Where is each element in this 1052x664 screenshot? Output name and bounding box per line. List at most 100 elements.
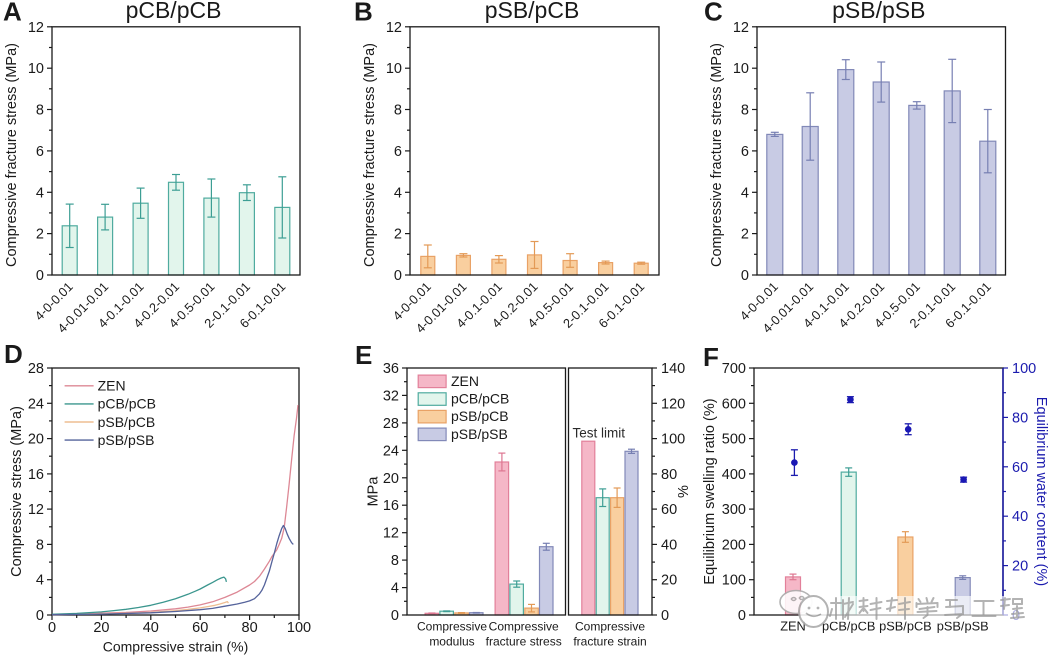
svg-text:16: 16 <box>28 467 44 483</box>
svg-text:32: 32 <box>383 388 399 404</box>
svg-text:16: 16 <box>383 498 399 514</box>
svg-text:ZEN: ZEN <box>451 373 479 389</box>
svg-text:12: 12 <box>28 502 44 518</box>
svg-text:100: 100 <box>287 620 311 636</box>
svg-text:pCB/pCB: pCB/pCB <box>451 391 509 407</box>
svg-text:80: 80 <box>661 467 677 483</box>
svg-text:10: 10 <box>386 61 402 77</box>
svg-text:%: % <box>676 485 692 498</box>
svg-text:Compressive fracture stress (M: Compressive fracture stress (MPa) <box>709 43 725 267</box>
svg-text:8: 8 <box>36 537 44 553</box>
svg-text:500: 500 <box>722 432 746 448</box>
svg-text:Compressive strain (%): Compressive strain (%) <box>103 639 248 655</box>
svg-text:4: 4 <box>741 185 749 201</box>
svg-text:40: 40 <box>143 620 159 636</box>
svg-text:0: 0 <box>36 268 44 284</box>
svg-text:Compressive: Compressive <box>417 620 487 634</box>
svg-text:2: 2 <box>394 227 402 243</box>
svg-text:pSB/pSB: pSB/pSB <box>832 0 925 23</box>
svg-text:6: 6 <box>741 144 749 160</box>
svg-text:2: 2 <box>36 227 44 243</box>
svg-text:Equilibrium water content (%): Equilibrium water content (%) <box>1033 397 1049 586</box>
svg-text:0: 0 <box>394 268 402 284</box>
svg-text:24: 24 <box>28 396 44 412</box>
svg-text:40: 40 <box>661 537 677 553</box>
svg-text:20: 20 <box>661 573 677 589</box>
svg-text:80: 80 <box>1012 410 1028 426</box>
svg-text:20: 20 <box>93 620 109 636</box>
svg-text:140: 140 <box>661 361 685 377</box>
svg-text:MPa: MPa <box>366 476 382 507</box>
svg-text:E: E <box>355 340 372 370</box>
svg-text:0: 0 <box>48 620 56 636</box>
svg-text:300: 300 <box>722 502 746 518</box>
svg-text:6: 6 <box>36 144 44 160</box>
svg-text:4: 4 <box>394 185 402 201</box>
svg-text:C: C <box>704 0 723 27</box>
svg-text:700: 700 <box>722 361 746 377</box>
svg-text:Compressive fracture stress (M: Compressive fracture stress (MPa) <box>362 43 378 267</box>
svg-text:12: 12 <box>383 526 399 542</box>
svg-text:fracture strain: fracture strain <box>573 635 646 649</box>
svg-text:pCB/pCB: pCB/pCB <box>126 0 222 23</box>
svg-text:B: B <box>354 0 373 27</box>
svg-text:4: 4 <box>36 573 44 589</box>
svg-text:Test limit: Test limit <box>573 426 626 441</box>
svg-text:10: 10 <box>733 61 749 77</box>
svg-text:Compressive: Compressive <box>575 620 645 634</box>
svg-text:modulus: modulus <box>429 635 474 649</box>
svg-text:pSB/pCB: pSB/pCB <box>98 414 156 430</box>
svg-text:20: 20 <box>383 471 399 487</box>
svg-text:pSB/pCB: pSB/pCB <box>451 408 509 424</box>
svg-text:36: 36 <box>383 361 399 377</box>
svg-text:80: 80 <box>242 620 258 636</box>
svg-text:100: 100 <box>722 573 746 589</box>
svg-text:4: 4 <box>36 185 44 201</box>
svg-text:4: 4 <box>391 581 399 597</box>
svg-text:28: 28 <box>28 361 44 377</box>
svg-text:8: 8 <box>741 103 749 119</box>
svg-text:8: 8 <box>394 103 402 119</box>
svg-text:10: 10 <box>28 61 44 77</box>
svg-text:100: 100 <box>661 432 685 448</box>
svg-text:pSB/pSB: pSB/pSB <box>98 432 155 448</box>
svg-text:20: 20 <box>1012 559 1028 575</box>
svg-text:12: 12 <box>733 20 749 36</box>
svg-text:0: 0 <box>741 268 749 284</box>
svg-text:120: 120 <box>661 396 685 412</box>
svg-text:Compressive fracture stress (M: Compressive fracture stress (MPa) <box>4 43 20 267</box>
svg-text:ZEN: ZEN <box>98 378 126 394</box>
svg-text:pSB/pSB: pSB/pSB <box>937 619 989 634</box>
svg-text:600: 600 <box>722 396 746 412</box>
svg-text:60: 60 <box>1012 460 1028 476</box>
svg-text:12: 12 <box>28 20 44 36</box>
svg-text:fracture stress: fracture stress <box>486 635 562 649</box>
svg-text:A: A <box>3 0 22 27</box>
svg-text:12: 12 <box>386 20 402 36</box>
svg-text:400: 400 <box>722 467 746 483</box>
svg-text:D: D <box>4 339 23 369</box>
svg-text:2: 2 <box>741 227 749 243</box>
svg-text:28: 28 <box>383 416 399 432</box>
svg-text:60: 60 <box>192 620 208 636</box>
svg-text:pSB/pCB: pSB/pCB <box>485 0 580 23</box>
svg-text:24: 24 <box>383 443 399 459</box>
svg-text:0: 0 <box>391 608 399 624</box>
svg-text:0: 0 <box>36 608 44 624</box>
svg-text:6: 6 <box>394 144 402 160</box>
svg-text:Compressive stress (MPa): Compressive stress (MPa) <box>9 406 25 577</box>
svg-text:0: 0 <box>661 608 669 624</box>
svg-text:pSB/pSB: pSB/pSB <box>451 426 508 442</box>
svg-text:pSB/pCB: pSB/pCB <box>879 619 932 634</box>
svg-text:F: F <box>703 342 719 372</box>
svg-text:20: 20 <box>28 432 44 448</box>
svg-text:8: 8 <box>36 103 44 119</box>
svg-text:Compressive: Compressive <box>489 620 559 634</box>
svg-text:Equilibrium swelling ratio (%): Equilibrium swelling ratio (%) <box>702 398 718 584</box>
svg-text:ZEN: ZEN <box>780 619 806 634</box>
svg-text:60: 60 <box>661 502 677 518</box>
svg-text:0: 0 <box>738 608 746 624</box>
svg-text:40: 40 <box>1012 509 1028 525</box>
svg-text:pCB/pCB: pCB/pCB <box>822 619 875 634</box>
svg-text:100: 100 <box>1012 361 1036 377</box>
